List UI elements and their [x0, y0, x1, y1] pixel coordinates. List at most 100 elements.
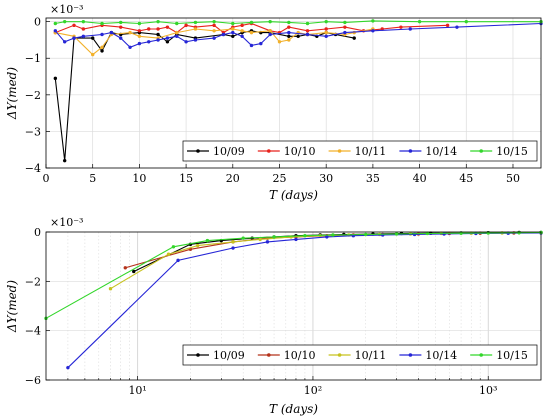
data-point	[287, 38, 291, 42]
data-point	[156, 19, 160, 24]
data-point	[259, 41, 263, 46]
data-point	[277, 40, 282, 44]
data-point	[231, 30, 235, 35]
data-point	[231, 240, 235, 244]
data-point	[324, 34, 328, 38]
legend-label: 10/14	[425, 349, 457, 362]
data-point	[137, 29, 142, 33]
data-point	[166, 252, 171, 256]
data-point	[184, 40, 188, 44]
legend-item: 10/15	[470, 145, 528, 158]
data-point	[249, 20, 254, 25]
legend-item: 10/14	[399, 349, 457, 362]
data-point	[343, 20, 347, 25]
y-tick-label: 0	[34, 16, 41, 29]
data-point	[464, 19, 468, 24]
data-point	[53, 29, 58, 33]
x-tick-label: 5	[89, 172, 96, 185]
data-point	[62, 40, 67, 44]
legend-item: 10/09	[187, 145, 245, 158]
data-point	[517, 231, 521, 235]
data-point	[81, 27, 86, 31]
data-point	[100, 45, 104, 49]
data-point	[175, 21, 179, 26]
data-point	[62, 19, 67, 24]
legend-box	[182, 344, 538, 366]
x-tick-label: 20	[226, 172, 240, 185]
data-point	[165, 40, 170, 44]
data-point	[364, 232, 368, 237]
x-tick-label: 30	[319, 172, 333, 185]
data-point	[294, 237, 298, 242]
x-tick-label: 10²	[304, 384, 322, 397]
data-point	[265, 240, 270, 244]
legend-marker	[196, 149, 200, 153]
legend-item: 10/10	[257, 145, 316, 158]
series-line	[55, 20, 541, 25]
data-point	[455, 25, 459, 29]
data-point	[268, 29, 272, 33]
y-tick-label: −4	[25, 162, 41, 175]
data-point	[231, 34, 235, 38]
legend-item: 10/14	[399, 145, 457, 158]
data-point	[175, 34, 179, 38]
grid	[46, 232, 541, 380]
data-point	[305, 32, 310, 37]
x-tick-label: 0	[43, 172, 50, 185]
data-point	[156, 38, 160, 42]
data-point	[119, 36, 123, 40]
x-tick-label: 50	[506, 172, 520, 185]
y-tick-label: 0	[34, 226, 41, 239]
data-point	[128, 30, 132, 35]
data-point	[272, 235, 276, 239]
data-point	[147, 27, 151, 31]
data-point	[212, 23, 216, 28]
data-point	[305, 29, 310, 33]
legend-marker	[267, 353, 271, 357]
legend-marker	[408, 353, 413, 357]
legend-item: 10/11	[328, 145, 386, 158]
data-point	[305, 21, 310, 26]
data-point	[100, 21, 104, 26]
data-point	[176, 258, 180, 263]
legend-box	[182, 140, 538, 162]
series-10-09	[132, 230, 543, 274]
data-point	[90, 52, 95, 57]
legend-marker	[479, 149, 484, 153]
data-point	[241, 236, 245, 240]
data-point	[324, 19, 328, 24]
data-point	[287, 20, 291, 25]
x-tick-label: 45	[459, 172, 473, 185]
data-point	[212, 29, 216, 33]
data-point	[100, 32, 104, 37]
data-point	[193, 38, 198, 42]
series-line	[45, 231, 542, 319]
y-axis-label: ΔY(med)	[5, 280, 19, 333]
data-point	[221, 32, 226, 37]
data-point	[268, 32, 272, 37]
x-tick-label: 10	[132, 172, 146, 185]
data-point	[399, 25, 403, 29]
legend: 10/09 10/10 10/11 10/14 10/15	[182, 344, 538, 366]
data-point	[324, 27, 328, 31]
data-point	[258, 237, 262, 242]
data-point	[371, 29, 375, 33]
data-point	[249, 30, 254, 35]
data-point	[408, 27, 412, 31]
data-point	[109, 30, 114, 35]
legend-item: 10/09	[187, 349, 245, 362]
legend-marker	[479, 353, 484, 357]
series-10-15	[53, 19, 543, 26]
series-line	[133, 231, 541, 272]
legend-marker	[337, 149, 342, 153]
data-point	[137, 34, 142, 38]
data-point	[445, 23, 450, 28]
y-tick-label: −2	[25, 275, 41, 288]
legend-marker	[337, 353, 342, 357]
data-point	[331, 233, 335, 237]
data-point	[156, 27, 160, 31]
data-point	[108, 287, 113, 291]
data-point	[193, 27, 198, 31]
data-point	[352, 36, 356, 40]
